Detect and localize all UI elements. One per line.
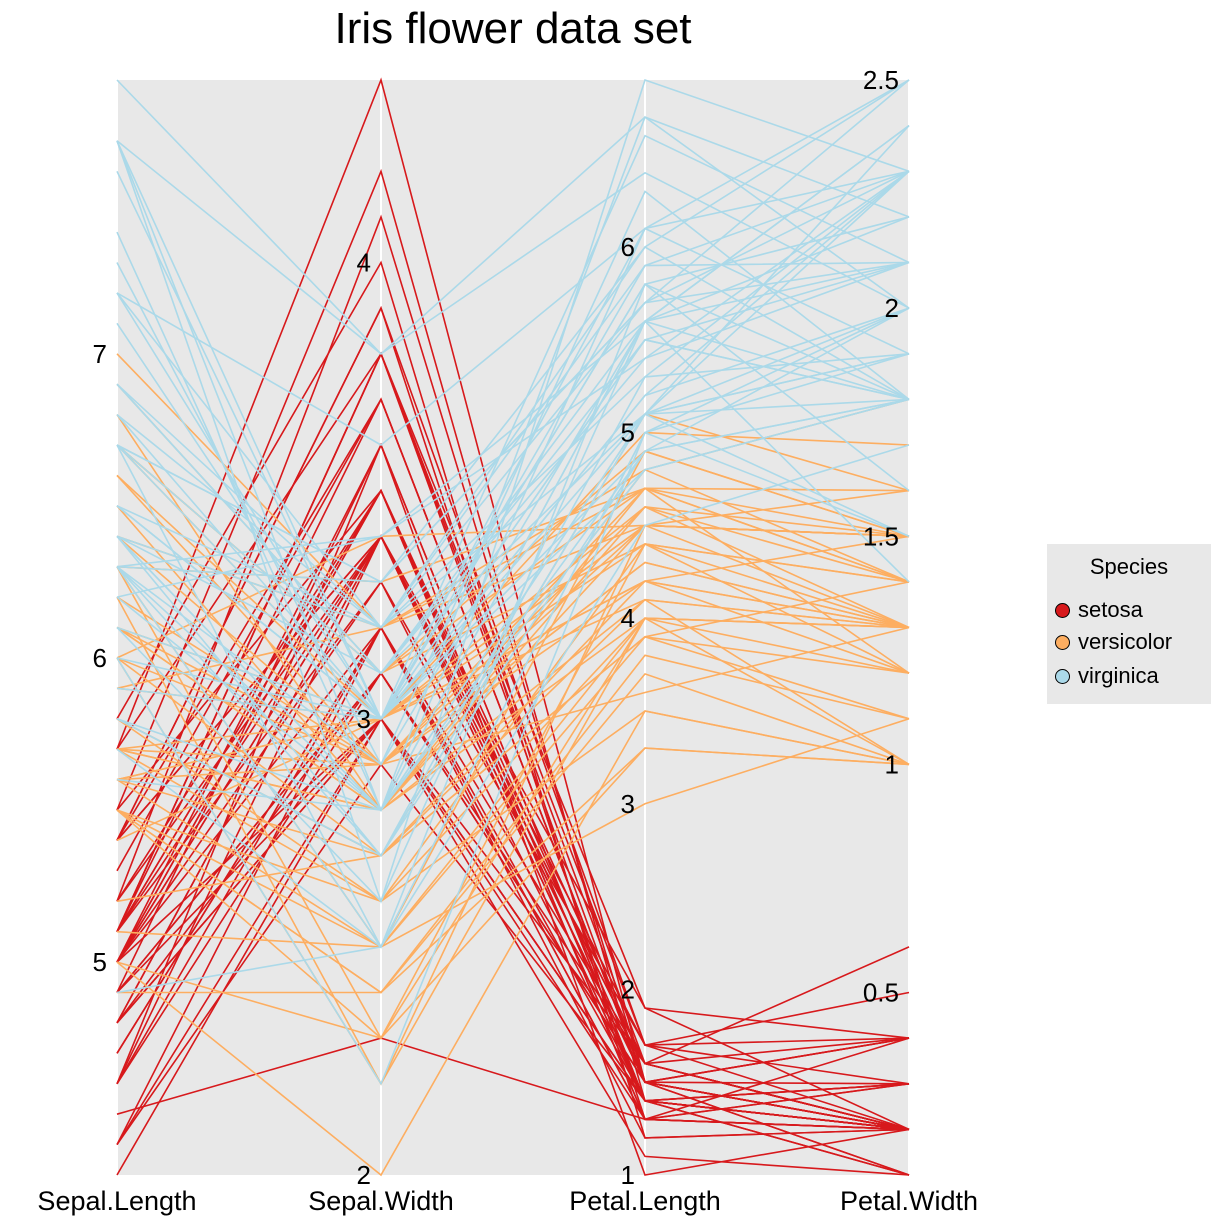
observation-line-virginica <box>116 124 910 675</box>
observation-line-virginica <box>116 79 910 583</box>
observation-line-versicolor <box>116 598 910 811</box>
observation-line-virginica <box>116 79 910 355</box>
observation-line-setosa <box>116 488 910 1065</box>
axis-label-sepal-width: Sepal.Width <box>308 1186 454 1216</box>
tick-label: 0.5 <box>863 978 899 1008</box>
tick-label: 7 <box>93 339 107 369</box>
tick-label: 5 <box>93 947 107 977</box>
observation-line-virginica <box>116 353 910 857</box>
legend-swatch-virginica <box>1055 668 1070 684</box>
tick-label: 2 <box>357 1160 371 1190</box>
observation-line-virginica <box>116 140 910 721</box>
series-versicolor <box>116 353 910 1177</box>
observation-line-versicolor <box>116 747 910 1040</box>
observation-line-virginica <box>116 307 910 811</box>
observation-line-virginica <box>116 307 910 720</box>
observation-line-virginica <box>116 398 910 720</box>
tick-label: 3 <box>621 789 635 819</box>
observation-line-versicolor <box>116 710 910 903</box>
observation-line-versicolor <box>116 489 910 659</box>
observation-line-versicolor <box>116 617 910 948</box>
legend: Species setosa versicolor virginica <box>1047 544 1211 704</box>
tick-label: 5 <box>621 418 635 448</box>
tick-label: 4 <box>621 603 635 633</box>
observation-line-setosa <box>116 717 910 1176</box>
legend-swatch-setosa <box>1055 602 1070 618</box>
legend-item-versicolor: versicolor <box>1055 629 1172 655</box>
axis-label-sepal-length: Sepal.Length <box>37 1186 197 1216</box>
legend-title: Species <box>1089 554 1169 579</box>
tick-label: 4 <box>357 248 371 278</box>
observation-line-versicolor <box>116 718 910 948</box>
tick-label: 6 <box>621 232 635 262</box>
observation-line-virginica <box>116 170 910 598</box>
legend-label: versicolor <box>1078 629 1173 654</box>
tick-label: 1.5 <box>863 521 899 551</box>
observation-line-versicolor <box>116 542 910 903</box>
observation-line-virginica <box>116 398 910 720</box>
observation-line-versicolor <box>116 543 910 1040</box>
tick-label: 1 <box>885 749 899 779</box>
series-virginica <box>116 78 910 1086</box>
observation-line-virginica <box>116 170 910 675</box>
observation-line-virginica <box>116 245 910 629</box>
observation-line-virginica <box>116 283 910 721</box>
observation-line-virginica <box>116 79 910 583</box>
axis-label-petal-width: Petal.Width <box>839 1186 979 1216</box>
observation-line-virginica <box>116 115 910 813</box>
observation-line-setosa <box>116 1037 910 1121</box>
chart-title: Iris flower data set <box>334 4 692 53</box>
observation-line-virginica <box>116 353 910 949</box>
observation-line-versicolor <box>116 561 910 766</box>
legend-item-virginica: virginica <box>1055 663 1159 689</box>
observation-line-versicolor <box>116 672 910 994</box>
observation-line-virginica <box>116 319 910 903</box>
observation-line-virginica <box>116 79 910 446</box>
observation-line-virginica <box>116 353 910 858</box>
observation-line-virginica <box>116 431 910 1086</box>
tick-label: 2 <box>621 974 635 1004</box>
legend-swatch-versicolor <box>1055 634 1070 650</box>
observation-line-setosa <box>116 397 910 1131</box>
observation-line-setosa <box>116 351 910 1131</box>
legend-item-setosa: setosa <box>1055 597 1143 623</box>
series-lines <box>116 77 910 1177</box>
observation-line-virginica <box>116 116 910 355</box>
observation-line-setosa <box>116 625 910 1145</box>
tick-label: 2.5 <box>863 65 899 95</box>
tick-label: 1 <box>621 1160 635 1190</box>
observation-line-virginica <box>116 338 910 675</box>
legend-label: setosa <box>1078 597 1143 622</box>
tick-label: 6 <box>93 643 107 673</box>
legend-label: virginica <box>1078 663 1159 688</box>
tick-label: 3 <box>357 704 371 734</box>
tick-labels: 5 6 7 2 3 4 1 2 3 4 5 6 0.5 1 1.5 2 2.5 <box>93 65 899 1190</box>
observation-line-versicolor <box>116 580 910 750</box>
axis-label-petal-length: Petal.Length <box>569 1186 721 1216</box>
tick-label: 2 <box>885 293 899 323</box>
